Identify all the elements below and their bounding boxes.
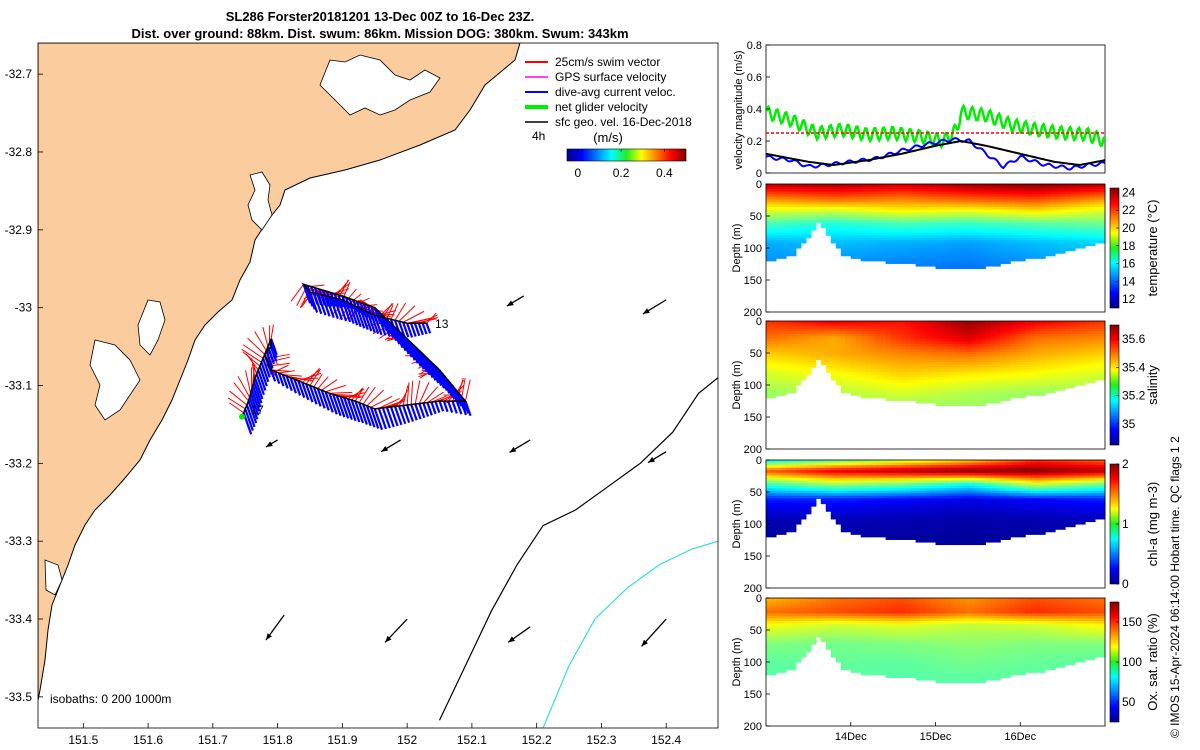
map-ytick-label: -32.7: [5, 67, 33, 81]
map-ytick-label: -33.3: [5, 534, 33, 548]
map-ytick-label: -33.4: [5, 612, 33, 626]
map-xtick-label: 151.8: [263, 733, 293, 747]
track-day-label: 17: [250, 403, 264, 417]
map-xtick-label: 151.7: [198, 733, 228, 747]
legend-scale-label: 4h: [532, 129, 545, 143]
legend-current: dive-avg current veloc.: [555, 85, 676, 99]
colorbar-unit-label: (m/s): [593, 130, 623, 145]
legend-swim-vector: 25cm/s swim vector: [555, 55, 660, 69]
map-ytick-label: -33: [15, 301, 33, 315]
map-ytick-label: -33.1: [5, 379, 33, 393]
map-xtick-label: 152.2: [522, 733, 552, 747]
map-ytick-label: -33.2: [5, 456, 33, 470]
net-velocity-marker: [239, 413, 245, 420]
map-xtick-label: 151.5: [68, 733, 98, 747]
colorbar-tick-label: 0: [574, 166, 581, 180]
map-xtick-label: 152.3: [586, 733, 616, 747]
map-xtick-label: 151.9: [327, 733, 357, 747]
map-xtick-label: 152.4: [651, 733, 681, 747]
map-ytick-label: -33.5: [5, 690, 33, 704]
isobath-note: isobaths: 0 200 1000m: [50, 692, 171, 706]
legend-net-velocity: net glider velocity: [555, 100, 648, 114]
colorbar-tick-label: 0.4: [656, 166, 673, 180]
map-ytick-label: -32.9: [5, 223, 33, 237]
track-day-label: 13: [435, 317, 449, 331]
map-xtick-label: 152: [397, 733, 417, 747]
map-xtick-label: 152.1: [457, 733, 487, 747]
legend-geo-velocity: sfc geo. vel. 16-Dec-2018: [555, 115, 692, 129]
colorbar-tick-label: 0.2: [613, 166, 630, 180]
map-xtick-label: 151.6: [133, 733, 163, 747]
map-ytick-label: -32.8: [5, 145, 33, 159]
legend-gps-velocity: GPS surface velocity: [555, 70, 666, 84]
